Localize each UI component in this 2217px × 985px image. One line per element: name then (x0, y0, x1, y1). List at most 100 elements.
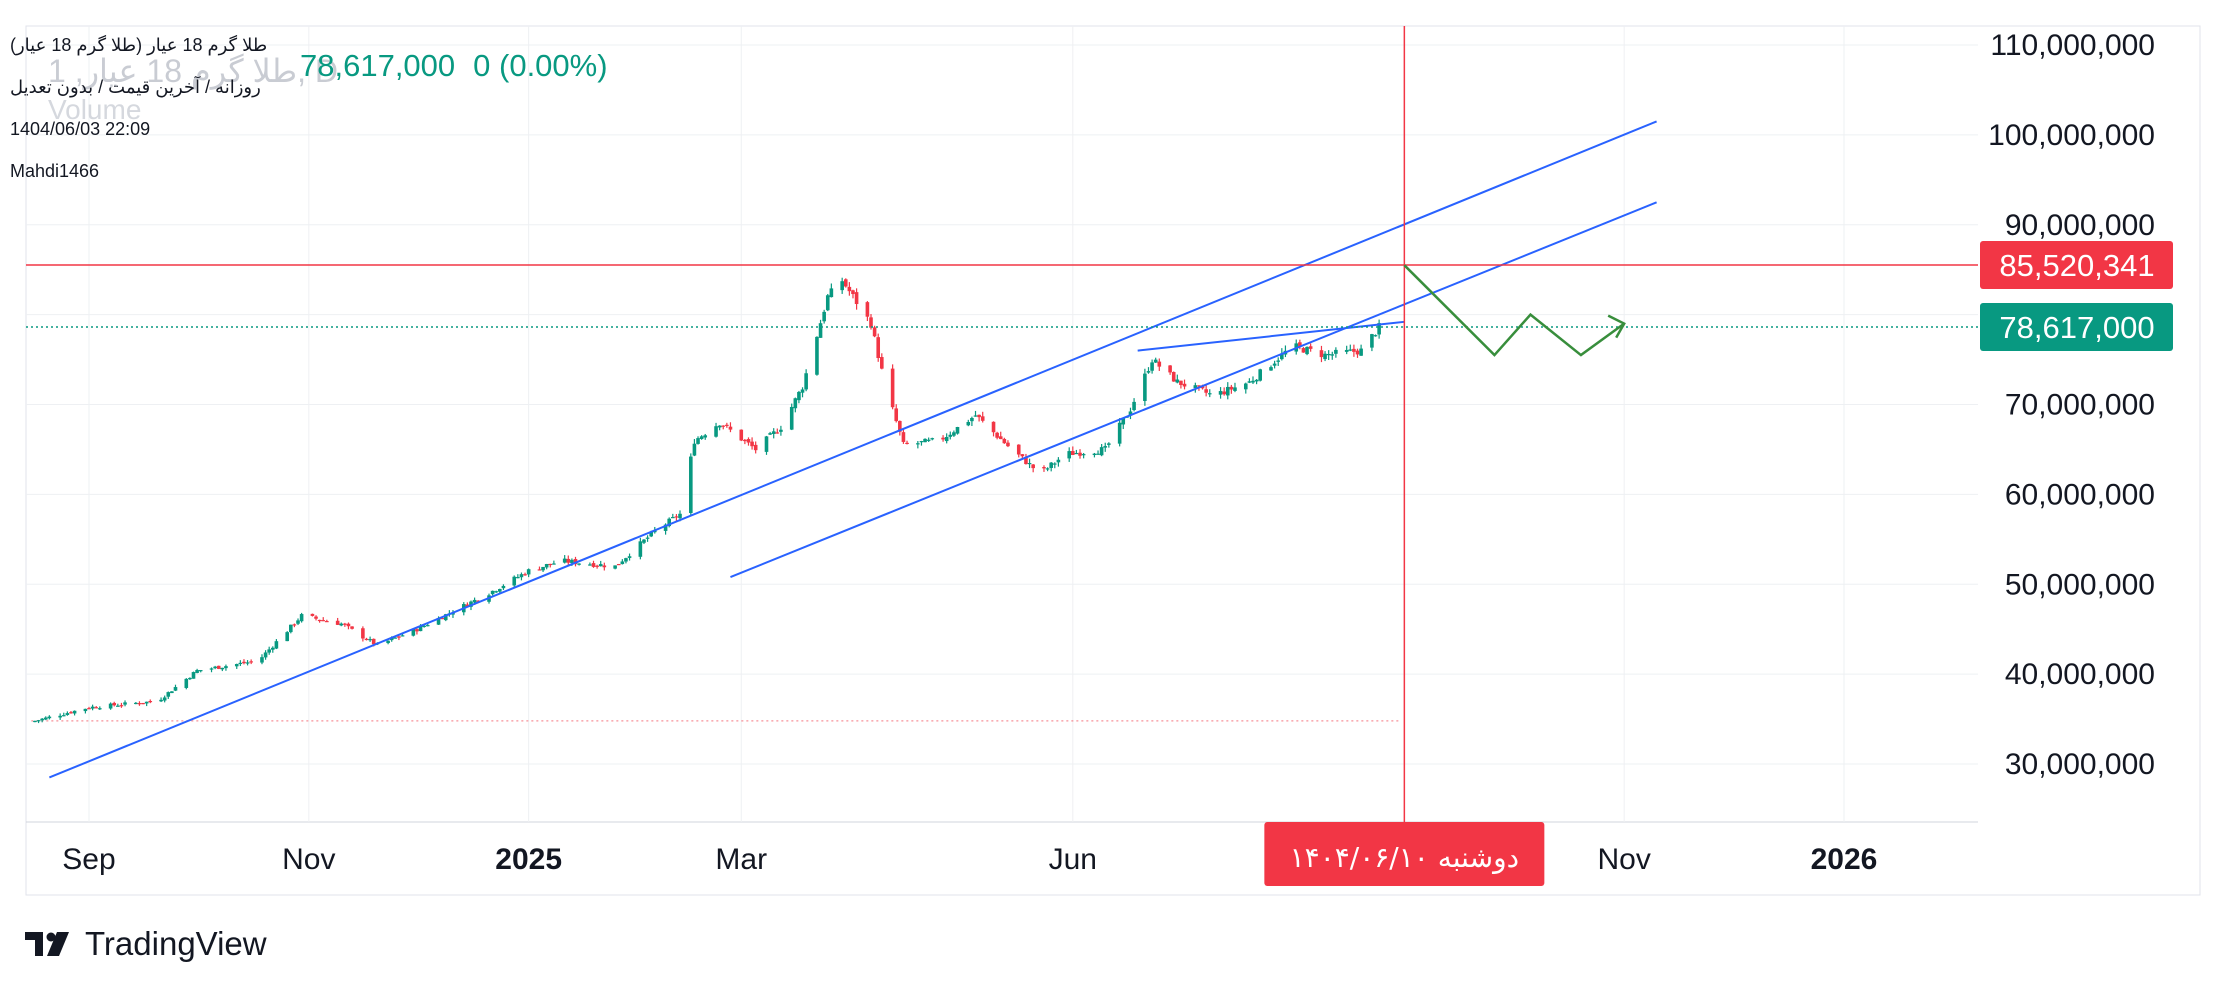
candle[interactable] (1071, 446, 1075, 456)
candle[interactable] (238, 660, 243, 667)
candle[interactable] (771, 428, 776, 439)
tradingview-logo[interactable]: TradingView (25, 925, 267, 963)
candle[interactable] (944, 433, 949, 444)
candle[interactable] (750, 437, 754, 450)
candle[interactable] (242, 659, 246, 665)
candle[interactable] (1370, 333, 1374, 352)
candle[interactable] (1002, 437, 1007, 444)
candle[interactable] (198, 670, 203, 673)
candle[interactable] (285, 631, 290, 642)
candle[interactable] (793, 397, 798, 413)
candle[interactable] (216, 665, 221, 670)
forecast-path[interactable] (1403, 264, 1625, 357)
candle[interactable] (1305, 346, 1309, 356)
candle[interactable] (162, 695, 167, 703)
candle[interactable] (296, 618, 300, 626)
candle[interactable] (703, 433, 708, 440)
candle[interactable] (184, 678, 189, 690)
candle[interactable] (1334, 347, 1338, 358)
candle[interactable] (598, 560, 603, 567)
candle[interactable] (310, 613, 315, 617)
candle[interactable] (966, 419, 971, 427)
candle[interactable] (1045, 467, 1050, 472)
candle[interactable] (991, 421, 996, 437)
candle[interactable] (825, 293, 830, 312)
candle[interactable] (159, 697, 163, 703)
candle[interactable] (552, 560, 556, 565)
candle[interactable] (321, 617, 326, 622)
candle[interactable] (746, 437, 751, 446)
candle[interactable] (926, 437, 931, 442)
candle[interactable] (1121, 417, 1126, 430)
candle[interactable] (1301, 347, 1306, 353)
candle[interactable] (537, 566, 542, 571)
candle[interactable] (516, 574, 520, 579)
candle[interactable] (1272, 360, 1277, 369)
candle[interactable] (1143, 368, 1147, 406)
candle[interactable] (94, 706, 99, 709)
candle[interactable] (263, 650, 268, 660)
candle[interactable] (224, 664, 228, 671)
candle[interactable] (880, 353, 884, 370)
candle[interactable] (822, 309, 826, 324)
candle[interactable] (1096, 450, 1100, 455)
candle[interactable] (61, 712, 66, 717)
candle[interactable] (930, 437, 935, 441)
candle[interactable] (948, 431, 953, 440)
candle[interactable] (689, 453, 693, 516)
candle[interactable] (970, 416, 974, 427)
candle[interactable] (1179, 380, 1183, 389)
candle[interactable] (58, 713, 62, 720)
candle[interactable] (620, 559, 625, 565)
candle[interactable] (613, 565, 617, 570)
candle[interactable] (234, 663, 239, 669)
candle[interactable] (83, 708, 88, 714)
candle[interactable] (1377, 319, 1381, 339)
candle[interactable] (667, 517, 671, 528)
candle[interactable] (1319, 345, 1324, 363)
candle[interactable] (1052, 462, 1057, 469)
candle[interactable] (714, 422, 718, 438)
candle[interactable] (1269, 365, 1273, 371)
candle[interactable] (1056, 457, 1061, 467)
candle[interactable] (854, 288, 859, 310)
candle[interactable] (699, 435, 704, 440)
candle[interactable] (1225, 382, 1230, 400)
candle[interactable] (1150, 359, 1154, 374)
candle[interactable] (923, 438, 927, 443)
candle[interactable] (1218, 387, 1223, 399)
candle[interactable] (1153, 357, 1158, 364)
candle[interactable] (818, 319, 823, 338)
candle[interactable] (941, 435, 945, 442)
candle[interactable] (544, 563, 549, 570)
candle[interactable] (1229, 384, 1234, 394)
trendline-wedge-top[interactable] (1137, 320, 1405, 352)
candle[interactable] (624, 557, 628, 564)
candle[interactable] (350, 626, 354, 630)
candle[interactable] (1067, 447, 1072, 462)
candle[interactable] (108, 702, 113, 710)
candle[interactable] (501, 584, 506, 591)
candle[interactable] (1016, 444, 1021, 458)
candle[interactable] (890, 364, 895, 410)
candle[interactable] (494, 590, 499, 593)
candle[interactable] (1330, 351, 1335, 360)
candle[interactable] (1308, 343, 1313, 352)
candle[interactable] (562, 555, 567, 564)
candle[interactable] (343, 622, 347, 627)
candle[interactable] (916, 441, 920, 449)
candle[interactable] (851, 289, 855, 299)
candle[interactable] (764, 435, 769, 455)
candle[interactable] (768, 431, 772, 435)
candle[interactable] (1344, 345, 1349, 355)
candle[interactable] (1092, 452, 1097, 458)
candle[interactable] (1258, 368, 1263, 382)
candle[interactable] (1373, 334, 1378, 337)
candle[interactable] (541, 566, 545, 572)
candle[interactable] (1107, 442, 1111, 448)
candle[interactable] (267, 646, 271, 655)
candle[interactable] (314, 615, 318, 621)
candle[interactable] (134, 702, 138, 705)
candle[interactable] (743, 438, 747, 445)
candle[interactable] (1233, 382, 1237, 393)
